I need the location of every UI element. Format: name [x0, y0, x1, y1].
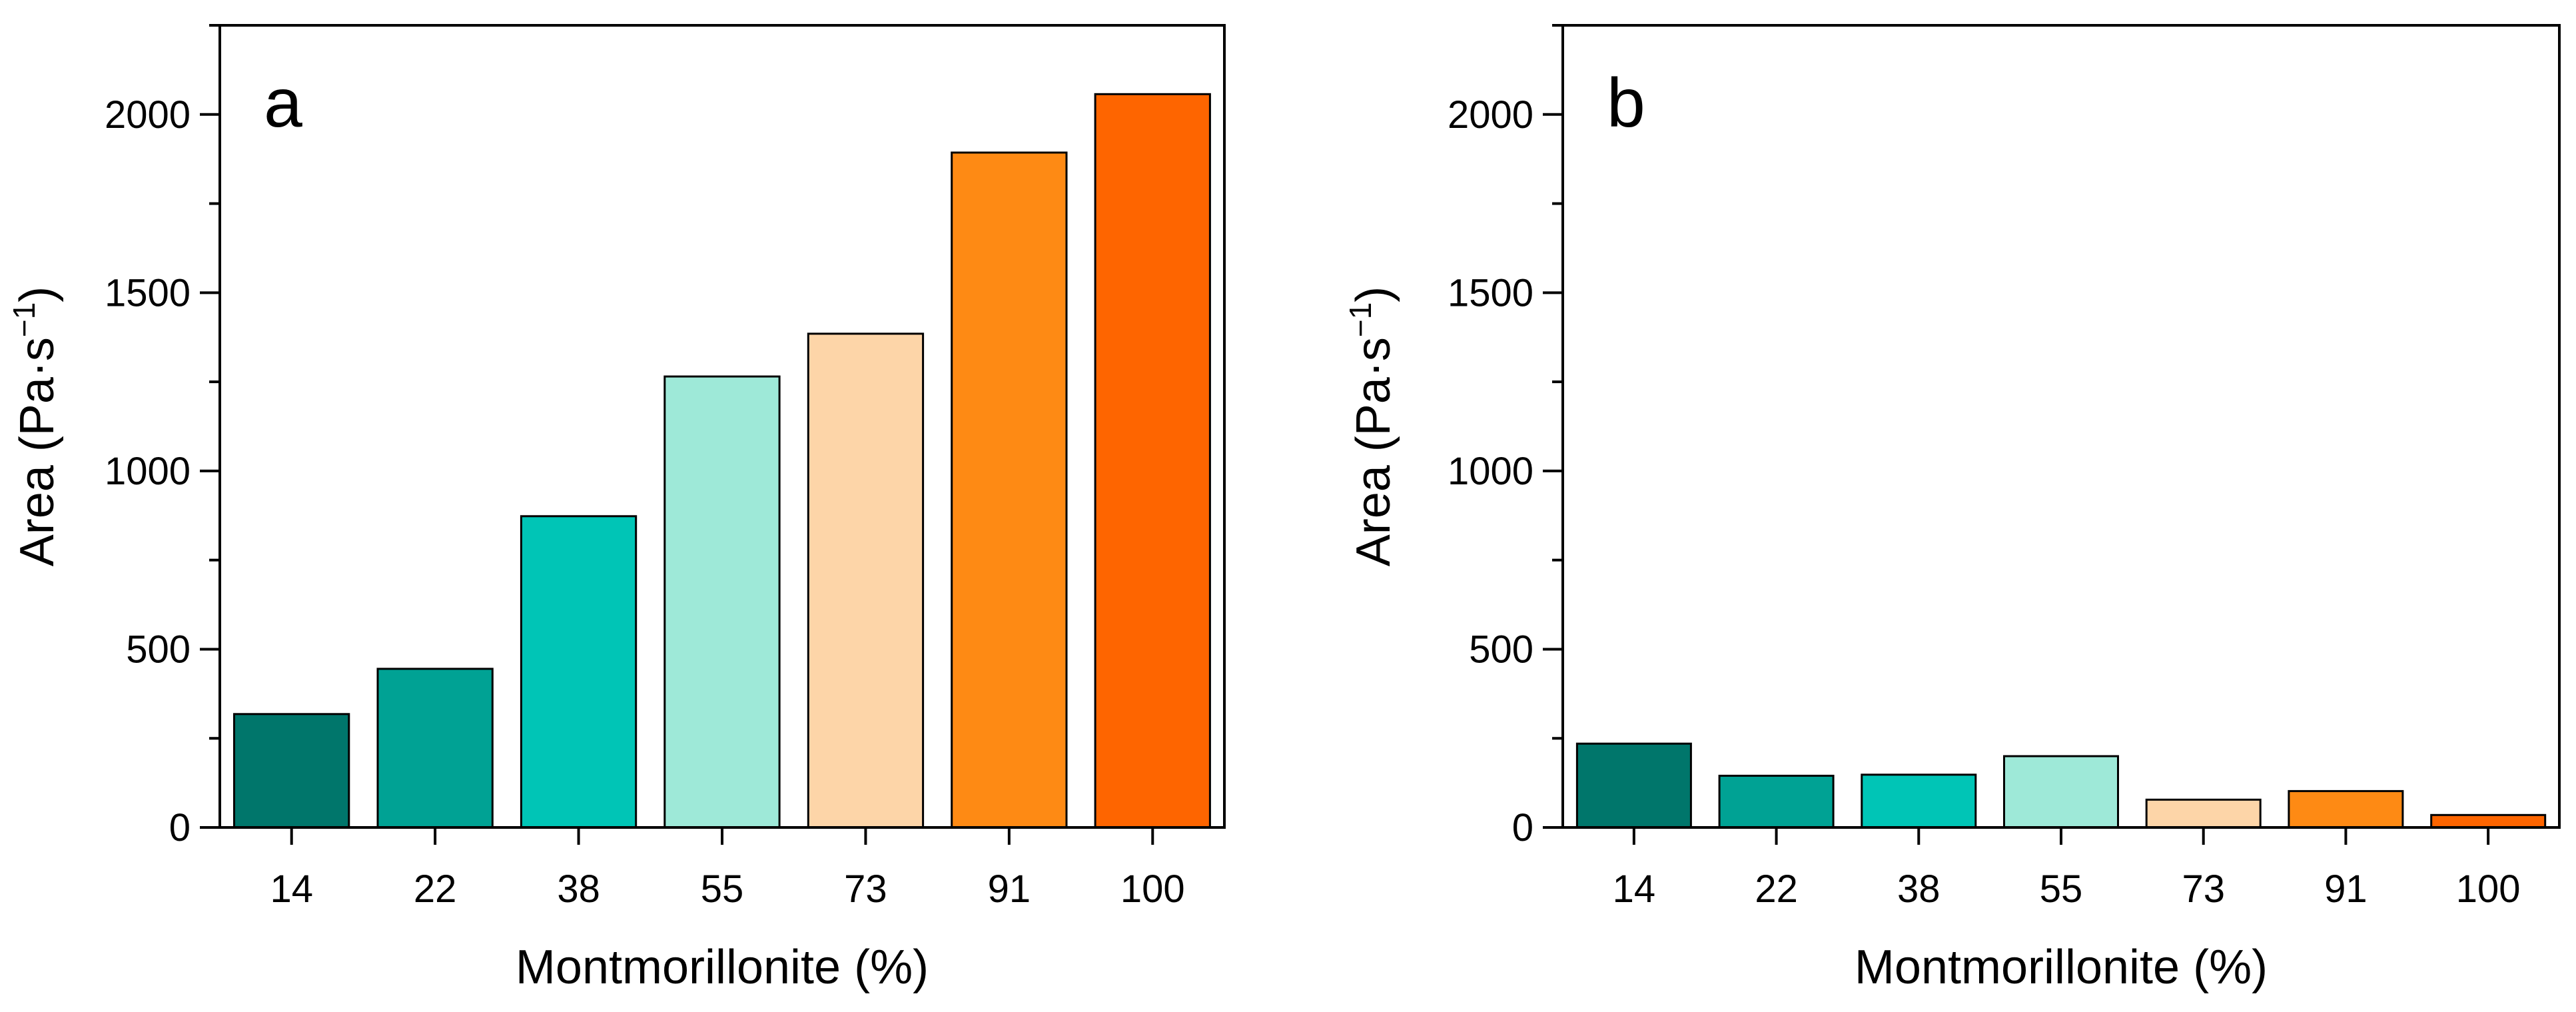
chart-panel-a: 0 500 1000 1500 2000 14 22 38 55 73 91 100 Montmoril… — [7, 24, 1226, 994]
bar-55 — [2003, 755, 2119, 829]
x-axis-title: Montmorillonite (%) — [516, 941, 929, 994]
y-axis-title: Area (Pa·s−1) — [7, 286, 64, 567]
x-tick-label: 38 — [557, 867, 600, 911]
y-axis-title-superscript: −1 — [1343, 302, 1378, 337]
bar-38 — [520, 515, 638, 829]
panel-letter: b — [1607, 65, 1645, 142]
y-tick-label: 1500 — [105, 271, 191, 314]
x-tick-label: 91 — [2324, 867, 2367, 911]
y-tick-label: 0 — [1512, 806, 1533, 849]
y-tick-label: 1000 — [1448, 450, 1533, 493]
x-tick-label: 100 — [1120, 867, 1185, 911]
bar-73 — [807, 332, 925, 829]
y-tick-label: 1000 — [105, 450, 191, 493]
x-tick-label: 22 — [414, 867, 457, 911]
x-tick-label: 55 — [2040, 867, 2083, 911]
x-tick-label: 73 — [2182, 867, 2225, 911]
y-tick-label: 2000 — [1448, 93, 1533, 137]
plot-frame — [1561, 24, 2561, 829]
x-tick-label: 22 — [1755, 867, 1798, 911]
x-tick-label: 14 — [270, 867, 313, 911]
bar-55 — [663, 375, 781, 829]
bar-100 — [1094, 93, 1211, 829]
chart-panel-b: 0 500 1000 1500 2000 14 22 38 55 73 91 100 Montmoril… — [1343, 24, 2561, 994]
y-axis-title-superscript: −1 — [7, 302, 41, 337]
y-axis-title: Area (Pa·s−1) — [1343, 286, 1400, 567]
x-tick-label: 100 — [2456, 867, 2521, 911]
bar-100 — [2430, 813, 2547, 829]
panel-letter: a — [264, 65, 302, 142]
y-tick-label: 2000 — [105, 93, 191, 137]
x-tick-label: 14 — [1613, 867, 1656, 911]
x-axis-title: Montmorillonite (%) — [1855, 941, 2268, 994]
x-tick-label: 38 — [1897, 867, 1940, 911]
bar-14 — [233, 713, 350, 829]
bar-91 — [951, 151, 1068, 829]
y-axis-title-suffix: ) — [11, 286, 64, 302]
bar-22 — [376, 668, 494, 829]
y-tick-label: 0 — [169, 806, 191, 849]
x-tick-label: 73 — [844, 867, 887, 911]
y-axis-title-main: Area (Pa·s — [1347, 337, 1400, 566]
y-tick-label: 500 — [1469, 628, 1533, 671]
x-tick-label: 55 — [701, 867, 744, 911]
bar-14 — [1575, 742, 1692, 829]
bar-91 — [2288, 789, 2404, 829]
bar-73 — [2145, 798, 2262, 829]
x-tick-label: 91 — [988, 867, 1031, 911]
bar-22 — [1718, 774, 1835, 829]
y-tick-label: 500 — [126, 628, 191, 671]
bar-38 — [1861, 773, 1977, 829]
y-axis-title-suffix: ) — [1347, 286, 1400, 302]
y-tick-label: 1500 — [1448, 271, 1533, 314]
y-axis-title-main: Area (Pa·s — [11, 337, 64, 566]
